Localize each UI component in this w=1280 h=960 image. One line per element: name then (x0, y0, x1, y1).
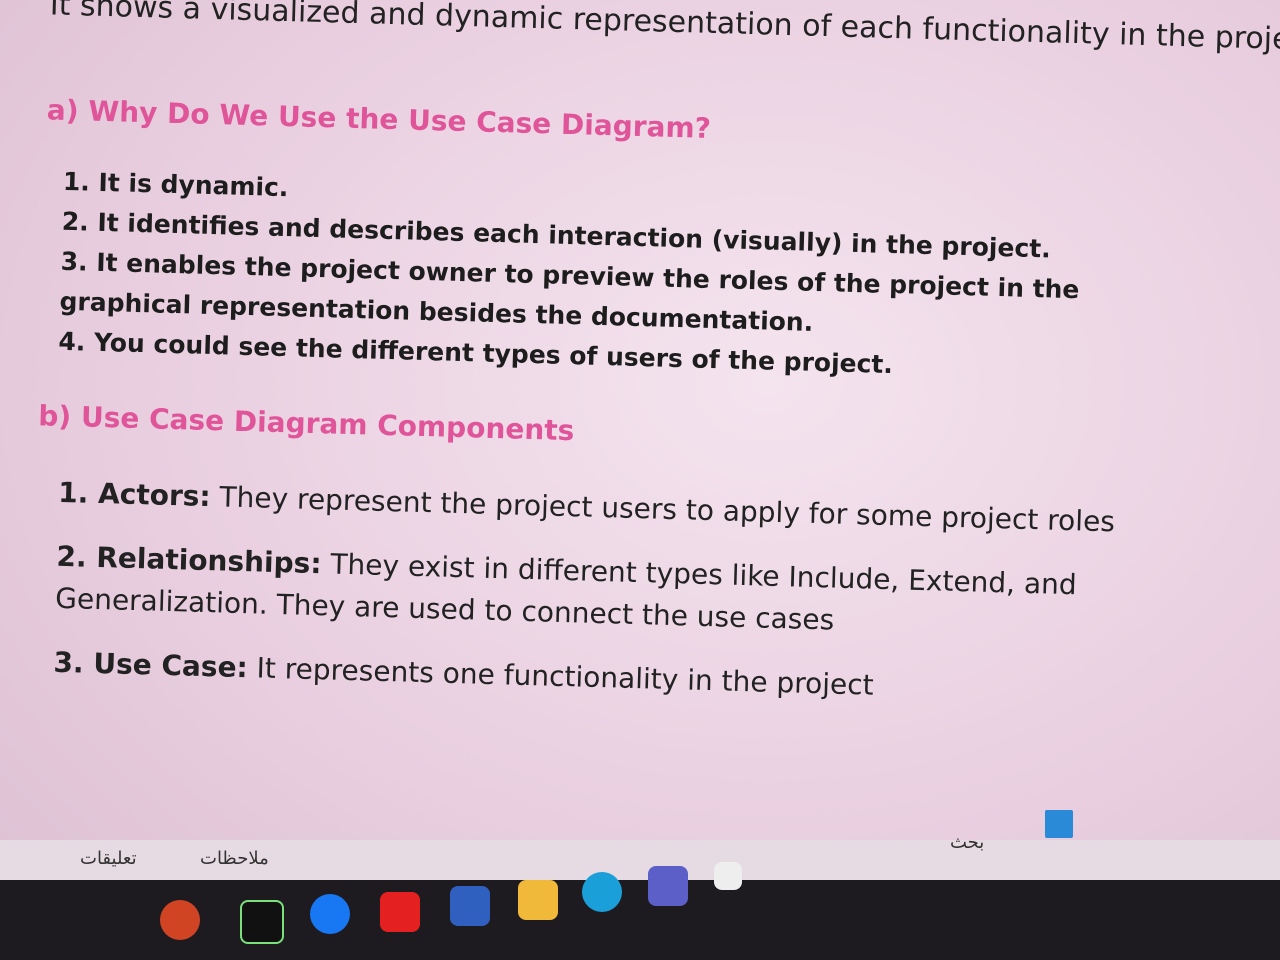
list: 1. It is dynamic. 2. It identifies and d… (58, 162, 1103, 391)
start-button[interactable] (1045, 810, 1073, 838)
edge-icon[interactable] (582, 872, 622, 912)
task-view-icon[interactable] (714, 862, 742, 890)
item-text: It represents one functionality in the p… (256, 651, 875, 702)
search-box[interactable]: بحث (950, 832, 985, 853)
list-item: 2. Relationships: They exist in differen… (55, 536, 1257, 653)
item-label: 2. Relationships: (56, 539, 323, 581)
list: 1. Actors: They represent the project us… (52, 472, 1258, 739)
explorer-icon[interactable] (518, 880, 558, 920)
facebook-icon[interactable] (310, 894, 350, 934)
status-bar: تعليقات ملاحظات بحث (0, 832, 1280, 880)
item-label: 3. Use Case: (53, 645, 249, 685)
item-text: They represent the project users to appl… (219, 480, 1116, 539)
item-label: 1. Actors: (57, 475, 212, 514)
comments-button[interactable]: تعليقات (80, 848, 137, 869)
teams-icon[interactable] (648, 866, 688, 906)
list-item: 3. Use Case: It represents one functiona… (53, 642, 1254, 717)
store-icon[interactable] (450, 886, 490, 926)
list-item: 1. Actors: They represent the project us… (58, 472, 1259, 547)
intro-text: It shows a visualized and dynamic repres… (49, 0, 1280, 59)
section-title: a) Why Do We Use the Use Case Diagram? (46, 93, 712, 145)
taskbar (0, 810, 1280, 960)
document: It shows a visualized and dynamic repres… (37, 0, 1280, 739)
notes-button[interactable]: ملاحظات (200, 848, 269, 869)
section-title: b) Use Case Diagram Components (37, 399, 575, 448)
pycharm-icon[interactable] (240, 900, 284, 944)
youtube-icon[interactable] (380, 892, 420, 932)
powerpoint-icon[interactable] (160, 900, 200, 940)
